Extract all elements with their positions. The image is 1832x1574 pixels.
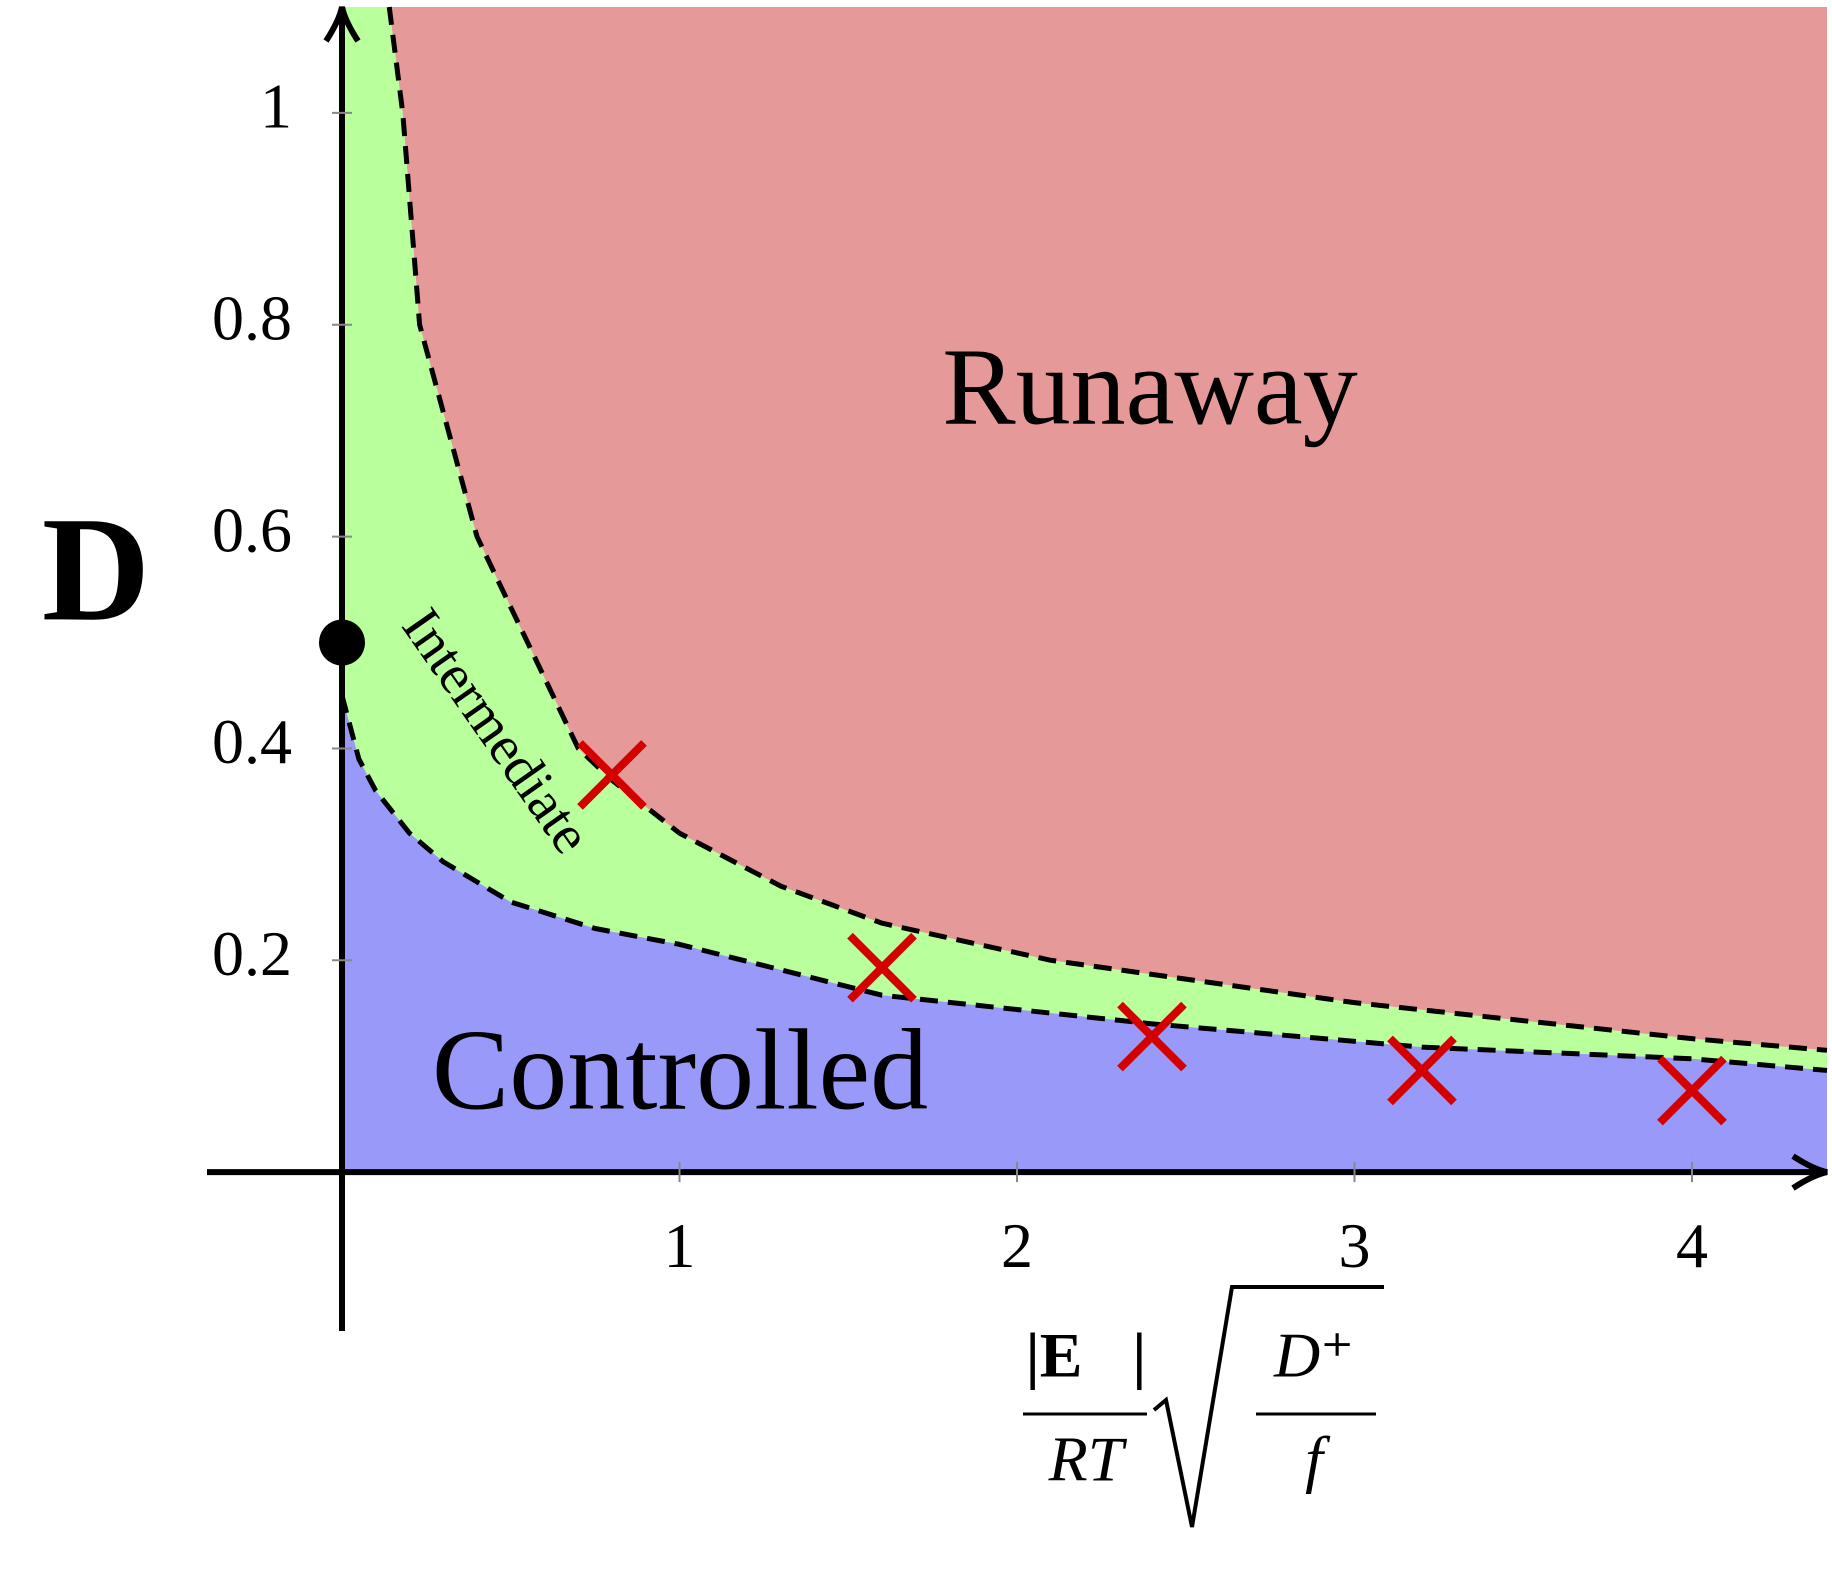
x-tick-label: 1 xyxy=(664,1210,696,1281)
markers xyxy=(319,619,1727,1126)
x-axis-arrow xyxy=(1791,1153,1828,1191)
region-label: Controlled xyxy=(432,1007,928,1135)
y-tick-label: 0.2 xyxy=(212,918,292,989)
boundaries xyxy=(339,6,1828,1073)
boundary-curve xyxy=(386,6,1828,1053)
x-label-denominator: RT xyxy=(1048,1424,1128,1495)
cross-stroke xyxy=(847,932,917,1003)
marked-point xyxy=(319,619,365,666)
region-runaway xyxy=(389,7,1827,1051)
x-axis-label: |E⃗| RT D⁺ f xyxy=(1023,1285,1384,1528)
cross-stroke xyxy=(1387,1035,1457,1106)
x-label-root-denominator: f xyxy=(1305,1424,1331,1495)
x-tick-label: 2 xyxy=(1001,1210,1033,1281)
axes xyxy=(207,6,1828,1331)
region-controlled xyxy=(342,695,1827,1173)
x-label-numerator: |E⃗| xyxy=(1026,1320,1147,1391)
regions xyxy=(342,7,1827,1173)
x-tick-label: 3 xyxy=(1339,1210,1371,1281)
boundary-curve xyxy=(339,694,1828,1073)
y-tick-label: 0.6 xyxy=(212,494,292,565)
radical-sign xyxy=(1152,1285,1384,1528)
cross-stroke xyxy=(1117,1001,1187,1072)
y-axis-label: D xyxy=(42,486,150,652)
cross-marker xyxy=(847,932,917,1003)
x-tick-label: 4 xyxy=(1676,1210,1708,1281)
y-axis-arrow xyxy=(323,6,361,43)
cross-stroke xyxy=(577,740,647,810)
cross-marker xyxy=(1657,1055,1727,1126)
y-tick-label: 0.4 xyxy=(212,706,292,777)
y-tick-label: 1 xyxy=(260,71,292,142)
cross-marker xyxy=(577,740,647,810)
region-label: Runaway xyxy=(942,325,1357,447)
y-tick-label: 0.8 xyxy=(212,282,292,353)
cross-stroke xyxy=(1657,1055,1727,1126)
cross-marker xyxy=(1117,1001,1187,1072)
x-label-root-numerator: D⁺ xyxy=(1273,1320,1354,1391)
cross-marker xyxy=(1387,1035,1457,1106)
